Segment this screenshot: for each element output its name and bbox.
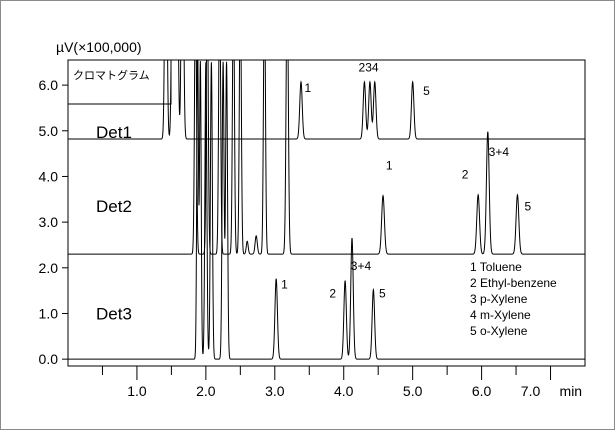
- legend-entry: 1 Toluene: [470, 260, 522, 274]
- y-tick-label: 6.0: [39, 77, 59, 93]
- legend-entry: 3 p-Xylene: [470, 292, 528, 306]
- x-tick-label: 6.0: [472, 383, 492, 399]
- y-tick-label: 2.0: [39, 260, 59, 276]
- series-line-det2: [68, 60, 585, 255]
- y-tick-label: 3.0: [39, 214, 59, 230]
- peak-label: 3+4: [351, 259, 372, 273]
- peak-label: 1: [305, 81, 312, 95]
- y-tick-label: 1.0: [39, 305, 59, 321]
- series-name-det1: Det1: [96, 123, 132, 142]
- series-line-det1: [68, 60, 585, 140]
- legend-entry: 2 Ethyl-benzene: [470, 276, 557, 290]
- series-name-det3: Det3: [96, 304, 132, 323]
- peak-label: 5: [379, 286, 386, 300]
- peak-label: 5: [524, 200, 531, 214]
- peak-label: 1: [281, 277, 288, 291]
- series-line-det3: [68, 60, 585, 360]
- x-tick-label: 3.0: [265, 383, 285, 399]
- x-tick-label: 5.0: [403, 383, 423, 399]
- y-tick-label: 0.0: [39, 351, 59, 367]
- peak-label: 234: [359, 60, 379, 74]
- peak-label: 1: [386, 159, 393, 173]
- peak-label: 3+4: [489, 145, 510, 159]
- x-axis-unit-label: min: [560, 383, 583, 399]
- x-tick-label: 1.0: [127, 383, 147, 399]
- legend-entry: 4 m-Xylene: [470, 308, 531, 322]
- series-name-det2: Det2: [96, 197, 132, 216]
- legend-entry: 5 o-Xylene: [470, 324, 528, 338]
- peak-label: 5: [423, 84, 430, 98]
- series-det2: [68, 60, 585, 255]
- x-tick-label: 7.0: [521, 383, 541, 399]
- chromatogram-box-label: クロマトグラム: [73, 68, 150, 82]
- y-tick-label: 4.0: [39, 168, 59, 184]
- x-tick-label: 4.0: [334, 383, 354, 399]
- y-axis-unit-label: µV(×100,000): [56, 39, 142, 55]
- y-tick-label: 5.0: [39, 123, 59, 139]
- series-det1: [68, 60, 585, 140]
- plot-area-border: [67, 59, 586, 367]
- peak-label: 2: [462, 168, 469, 182]
- series-det3: [68, 60, 585, 360]
- peak-label: 2: [329, 286, 336, 300]
- chromatogram-box: [67, 59, 172, 105]
- x-tick-label: 2.0: [196, 383, 216, 399]
